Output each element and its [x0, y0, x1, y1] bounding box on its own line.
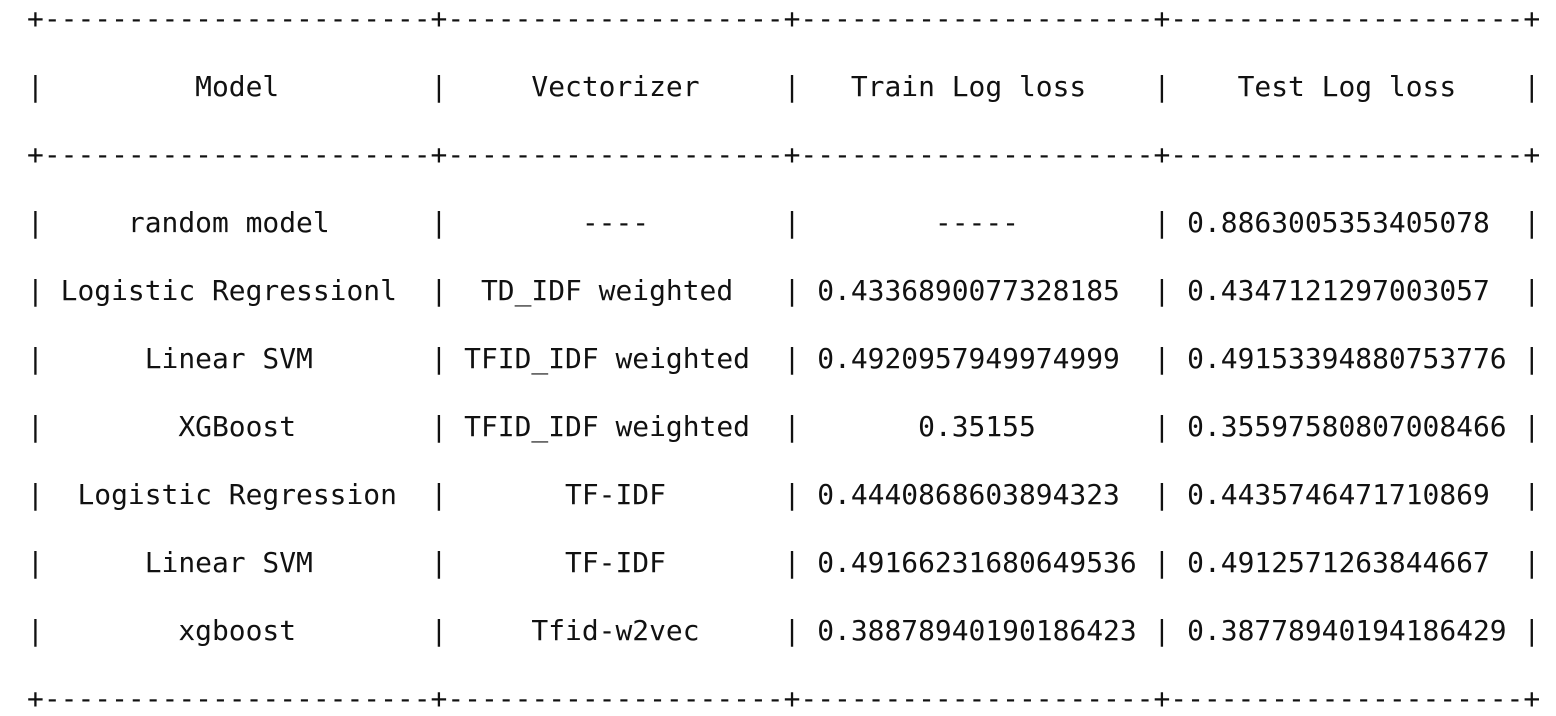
cell-train-log-loss: 0.4920957949974999 [800, 342, 1154, 375]
cell-model: Linear SVM [43, 546, 431, 579]
cell-model: Linear SVM [43, 342, 431, 375]
header-model: Model [43, 70, 431, 103]
cell-model: Logistic Regressionl [43, 274, 431, 307]
cell-train-log-loss: 0.38878940190186423 [800, 614, 1154, 647]
table-row: | Logistic Regressionl | TD_IDF weighted… [27, 274, 1541, 307]
cell-test-log-loss: 0.4435746471710869 [1170, 478, 1524, 511]
cell-model: XGBoost [43, 410, 431, 443]
cell-model: xgboost [43, 614, 431, 647]
cell-train-log-loss: 0.35155 [800, 410, 1154, 443]
table-row: | random model | ---- | ----- | 0.886300… [27, 206, 1541, 239]
cell-train-log-loss: 0.4440868603894323 [800, 478, 1154, 511]
cell-train-log-loss: 0.49166231680649536 [800, 546, 1154, 579]
cell-vectorizer: TFID_IDF weighted [447, 410, 784, 443]
table-border-bottom: +-----------------------+---------------… [27, 682, 1541, 715]
cell-test-log-loss: 0.38778940194186429 [1170, 614, 1524, 647]
cell-test-log-loss: 0.4912571263844667 [1170, 546, 1524, 579]
header-vectorizer: Vectorizer [447, 70, 784, 103]
table-header-row: | Model | Vectorizer | Train Log loss | … [27, 70, 1541, 103]
cell-train-log-loss: 0.4336890077328185 [800, 274, 1154, 307]
table-border-top: +-----------------------+---------------… [27, 2, 1541, 35]
table-row: | XGBoost | TFID_IDF weighted | 0.35155 … [27, 410, 1541, 443]
results-table: +-----------------------+---------------… [27, 2, 1540, 716]
table-row: | xgboost | Tfid-w2vec | 0.3887894019018… [27, 614, 1541, 647]
cell-model: Logistic Regression [43, 478, 431, 511]
cell-vectorizer: Tfid-w2vec [447, 614, 784, 647]
cell-train-log-loss: ----- [800, 206, 1154, 239]
cell-test-log-loss: 0.49153394880753776 [1170, 342, 1524, 375]
cell-vectorizer: TF-IDF [447, 478, 784, 511]
table-row: | Logistic Regression | TF-IDF | 0.44408… [27, 478, 1541, 511]
cell-vectorizer: ---- [447, 206, 784, 239]
cell-test-log-loss: 0.4347121297003057 [1170, 274, 1524, 307]
table-row: | Linear SVM | TFID_IDF weighted | 0.492… [27, 342, 1541, 375]
table-row: | Linear SVM | TF-IDF | 0.49166231680649… [27, 546, 1541, 579]
cell-model: random model [43, 206, 431, 239]
header-train-log-loss: Train Log loss [800, 70, 1154, 103]
table-border-middle: +-----------------------+---------------… [27, 138, 1541, 171]
cell-vectorizer: TF-IDF [447, 546, 784, 579]
cell-test-log-loss: 0.8863005353405078 [1170, 206, 1524, 239]
cell-test-log-loss: 0.35597580807008466 [1170, 410, 1524, 443]
cell-vectorizer: TFID_IDF weighted [447, 342, 784, 375]
cell-vectorizer: TD_IDF weighted [447, 274, 784, 307]
header-test-log-loss: Test Log loss [1170, 70, 1524, 103]
